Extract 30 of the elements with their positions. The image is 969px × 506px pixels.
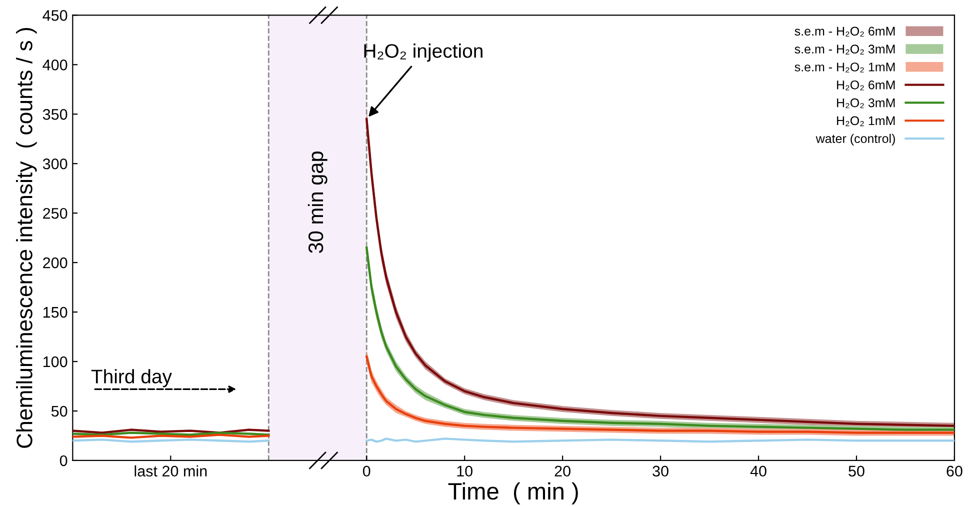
annotation: s.e.m - H₂O₂ 3mM — [794, 44, 895, 54]
x-tick-label: 40 — [750, 466, 766, 477]
legend-label: H₂O₂ 1mM — [837, 116, 895, 126]
x-tick-label: 60 — [946, 466, 962, 477]
band-label: 30 min gap — [308, 152, 328, 253]
legend-label: H₂O₂ 6mM — [837, 80, 895, 90]
y-tick-label: 300 — [42, 158, 68, 170]
y-tick-label: 450 — [42, 10, 68, 21]
annotation: s.e.m - H₂O₂ 6mM — [794, 26, 895, 37]
x-tick-label: 20 — [554, 466, 570, 477]
legend-label: water (control) — [816, 134, 895, 146]
x-tick-label: 0 — [362, 466, 370, 477]
y-tick-label: 50 — [51, 406, 68, 417]
y-tick-label: 400 — [42, 60, 68, 70]
y-tick-label: 150 — [43, 306, 68, 318]
x-tick-label: 30 — [652, 466, 668, 477]
y-tick-label: 200 — [43, 257, 68, 268]
y-axis-title: Chemiluminescence intensity ( counts / s ) — [16, 28, 37, 448]
x-tick-label: 10 — [457, 466, 472, 477]
y-tick-label: 100 — [43, 356, 68, 368]
annotation: s.e.m - H₂O₂ 1mM — [794, 62, 895, 72]
annotation: H₂O₂ injection — [364, 44, 482, 62]
x-tick-label: last 20 min — [134, 465, 207, 477]
x-tick-label: 50 — [848, 466, 864, 477]
annotation: Third day — [91, 369, 172, 388]
y-tick-label: 250 — [43, 208, 68, 219]
x-axis-title: Time ( min ) — [448, 482, 578, 504]
y-tick-label: 350 — [42, 109, 68, 120]
y-tick-label: 0 — [60, 455, 68, 466]
legend-label: H₂O₂ 3mM — [837, 98, 895, 108]
